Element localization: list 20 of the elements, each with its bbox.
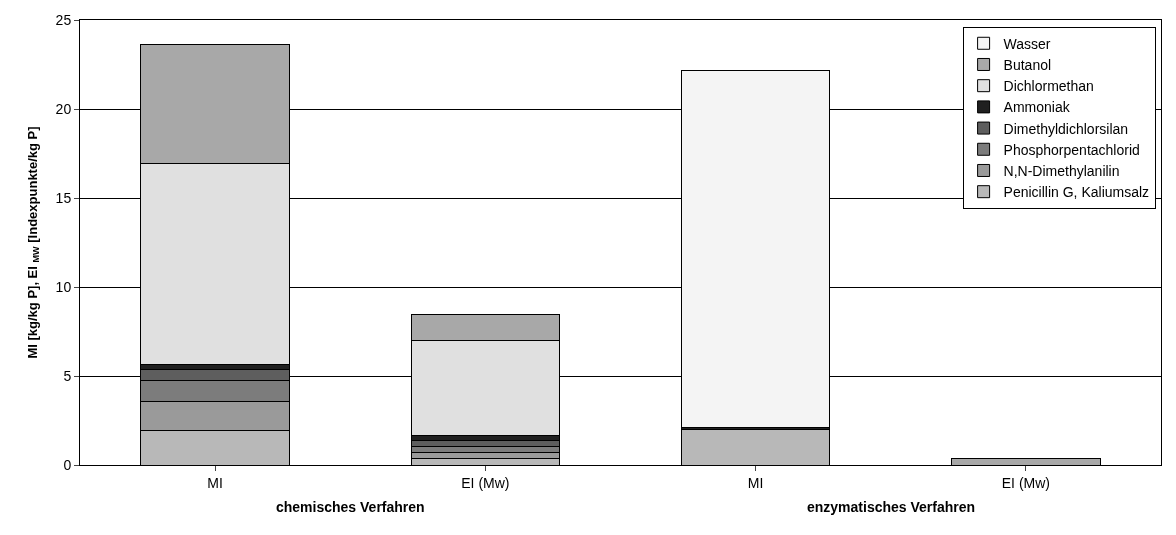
legend-label: N,N-Dimethylanilin xyxy=(1003,162,1120,179)
legend-label: Butanol xyxy=(1003,56,1052,73)
y-tick-label: 25 xyxy=(55,11,72,28)
y-tick-label: 10 xyxy=(55,278,72,295)
legend-label: Phosphorpentachlorid xyxy=(1003,141,1140,158)
x-tick-label: EI (Mw) xyxy=(1001,474,1050,491)
y-tick-label: 0 xyxy=(63,456,72,473)
y-tick-label: 5 xyxy=(63,367,72,384)
text: enzymatisches Verfahren xyxy=(807,499,976,515)
x-tick-label: MI xyxy=(747,474,764,491)
legend-label: Penicillin G, Kaliumsalz xyxy=(1003,184,1150,201)
legend-label: Ammoniak xyxy=(1003,99,1071,116)
legend-label: Dimethyldichlorsilan xyxy=(1003,120,1129,137)
x-tick-label: EI (Mw) xyxy=(461,474,510,491)
legend-label: Dichlormethan xyxy=(1003,78,1094,95)
y-tick-label: 15 xyxy=(55,189,72,206)
legend-label: Wasser xyxy=(1003,35,1051,52)
text: chemisches Verfahren xyxy=(276,499,425,515)
x-tick-label: MI xyxy=(207,474,223,491)
y-tick-label: 20 xyxy=(55,100,72,117)
